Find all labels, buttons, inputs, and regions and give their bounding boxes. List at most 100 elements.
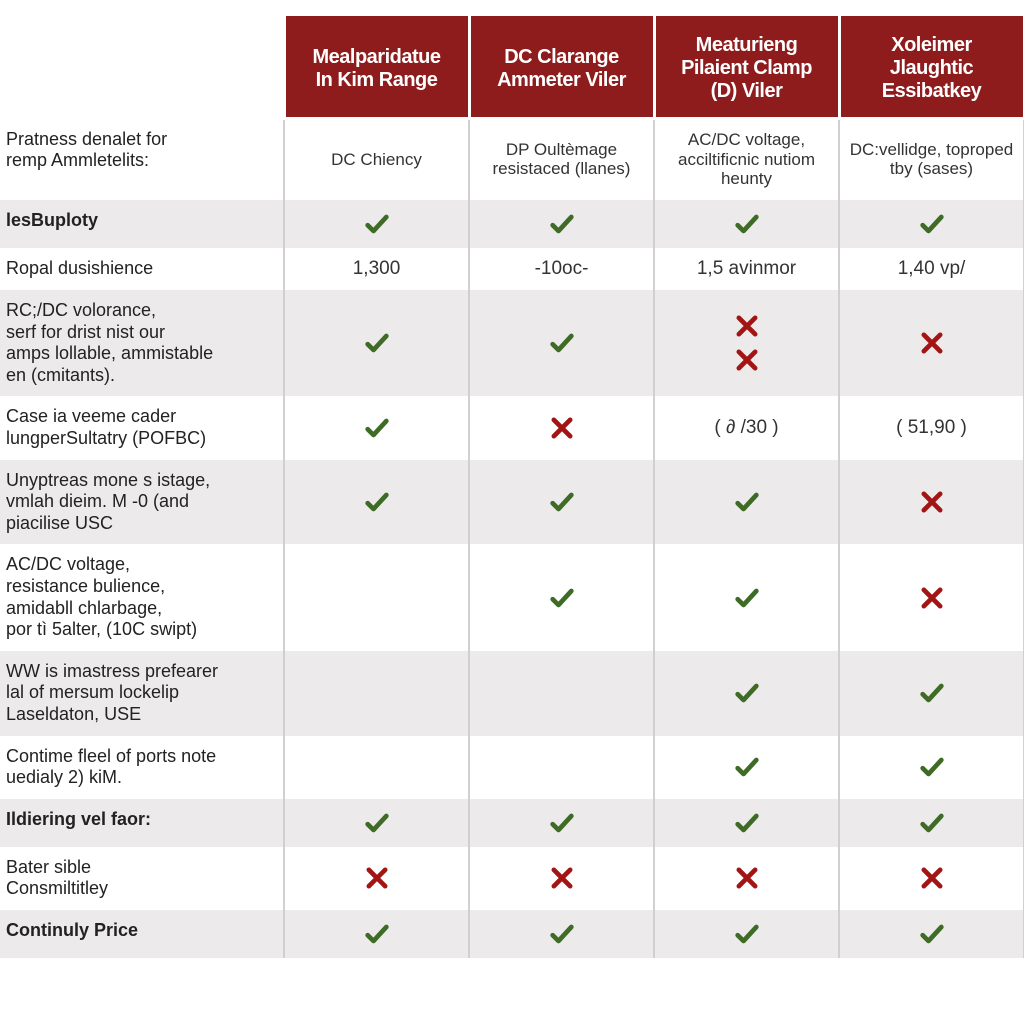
table-cell: 1,300	[284, 248, 469, 290]
row-label: RC;/DC volorance,serf for drist nist our…	[0, 290, 284, 396]
check-icon	[733, 679, 761, 707]
cell-text: DC:vellidge, toproped tby (sases)	[847, 140, 1017, 179]
check-icon	[363, 414, 391, 442]
table-cell	[839, 799, 1024, 847]
table-row: AC/DC voltage,resistance bulience,amidab…	[0, 544, 1024, 650]
cell-text: AC/DC voltage, acciltificnic nutiom heun…	[662, 130, 832, 189]
check-icon	[918, 753, 946, 781]
table-cell	[284, 910, 469, 958]
table-row: Unyptreas mone s istage,vmlah dieim. M -…	[0, 460, 1024, 545]
row-label: Bater sibleConsmiltitley	[0, 847, 284, 910]
row-label-line: remp Ammletelits:	[6, 150, 273, 172]
table-cell	[469, 736, 654, 799]
check-icon	[733, 210, 761, 238]
table-cell	[469, 651, 654, 736]
row-label-line: Continuly Price	[6, 920, 273, 942]
table-cell	[284, 847, 469, 910]
cell-text: ( 51,90 )	[896, 417, 967, 439]
cell-text: DP Oultèmage resistaced (llanes)	[477, 140, 647, 179]
check-icon	[918, 679, 946, 707]
column-header-line1: DC Clarange	[481, 46, 643, 69]
table-cell: AC/DC voltage, acciltificnic nutiom heun…	[654, 119, 839, 201]
check-icon	[363, 329, 391, 357]
cell-text: 1,5 avinmor	[697, 258, 796, 280]
comparison-table-body: Pratness denalet forremp Ammletelits:DC …	[0, 119, 1024, 958]
check-icon	[363, 488, 391, 516]
cross-icon	[918, 864, 946, 892]
row-label-line: lesBuploty	[6, 210, 273, 232]
row-label-line: Pratness denalet for	[6, 129, 273, 151]
table-cell	[469, 847, 654, 910]
table-cell: ( ∂ /30 )	[654, 396, 839, 459]
row-label-line: por tì 5alter, (10C swipt)	[6, 619, 273, 641]
row-label-line: en (cmitants).	[6, 365, 273, 387]
table-cell	[839, 736, 1024, 799]
row-label-line: resistance bulience,	[6, 576, 273, 598]
row-label-line: Ropal dusishience	[6, 258, 273, 280]
table-cell	[284, 799, 469, 847]
cross-icon	[733, 346, 761, 374]
row-label-line: serf for drist nist our	[6, 322, 273, 344]
row-label: lesBuploty	[0, 200, 284, 248]
check-icon	[733, 488, 761, 516]
column-header: DC Clarange Ammeter Viler	[469, 16, 654, 119]
cell-text: ( ∂ /30 )	[714, 417, 778, 439]
table-cell	[654, 910, 839, 958]
table-cell	[469, 799, 654, 847]
row-label-line: WW is imastress prefearer	[6, 661, 273, 683]
table-cell	[839, 200, 1024, 248]
check-icon	[548, 329, 576, 357]
table-row: WW is imastress prefearerlal of mersum l…	[0, 651, 1024, 736]
check-icon	[548, 809, 576, 837]
table-cell	[654, 799, 839, 847]
cell-text: 1,300	[353, 258, 401, 280]
row-label: WW is imastress prefearerlal of mersum l…	[0, 651, 284, 736]
table-cell	[654, 651, 839, 736]
column-header-line1: Mealparidatue	[296, 46, 458, 69]
cross-icon	[733, 312, 761, 340]
table-row: Contime fleel of ports noteuedialy 2) ki…	[0, 736, 1024, 799]
table-cell	[284, 544, 469, 650]
check-icon	[548, 488, 576, 516]
table-cell	[839, 290, 1024, 396]
table-cell	[654, 460, 839, 545]
table-cell	[284, 290, 469, 396]
column-header-line2: In Kim Range	[296, 69, 458, 92]
check-icon	[733, 584, 761, 612]
row-label-line: vmlah dieim. M -0 (and	[6, 491, 273, 513]
table-cell: 1,5 avinmor	[654, 248, 839, 290]
row-label: Continuly Price	[0, 910, 284, 958]
row-label-line: Laseldaton, USE	[6, 704, 273, 726]
row-label: Unyptreas mone s istage,vmlah dieim. M -…	[0, 460, 284, 545]
row-label: Ildiering vel faor:	[0, 799, 284, 847]
table-cell	[839, 910, 1024, 958]
cell-text: -10oc-	[535, 258, 589, 280]
row-label-line: Case ia veeme cader	[6, 406, 273, 428]
table-cell: DC:vellidge, toproped tby (sases)	[839, 119, 1024, 201]
row-label-line: Ildiering vel faor:	[6, 809, 273, 831]
table-row: Ildiering vel faor:	[0, 799, 1024, 847]
cross-icon	[363, 864, 391, 892]
column-header-line1: Xoleimer	[851, 34, 1013, 57]
check-icon	[918, 920, 946, 948]
table-cell: 1,40 vp/	[839, 248, 1024, 290]
table-cell	[469, 544, 654, 650]
cross-icon	[918, 329, 946, 357]
row-label-line: lal of mersum lockelip	[6, 682, 273, 704]
comparison-table-head: Mealparidatue In Kim Range DC Clarange A…	[0, 16, 1024, 119]
table-cell	[469, 200, 654, 248]
column-header: Xoleimer Jlaughtic Essibatkey	[839, 16, 1024, 119]
table-cell	[654, 290, 839, 396]
cross-icon	[548, 864, 576, 892]
table-cell	[469, 290, 654, 396]
cross-icon	[918, 584, 946, 612]
row-label: Pratness denalet forremp Ammletelits:	[0, 119, 284, 201]
table-row: RC;/DC volorance,serf for drist nist our…	[0, 290, 1024, 396]
table-cell	[654, 200, 839, 248]
column-header-line2: Jlaughtic Essibatkey	[851, 57, 1013, 103]
check-icon	[918, 809, 946, 837]
check-icon	[733, 809, 761, 837]
table-cell	[839, 847, 1024, 910]
comparison-table: Mealparidatue In Kim Range DC Clarange A…	[0, 16, 1024, 958]
table-cell	[284, 460, 469, 545]
